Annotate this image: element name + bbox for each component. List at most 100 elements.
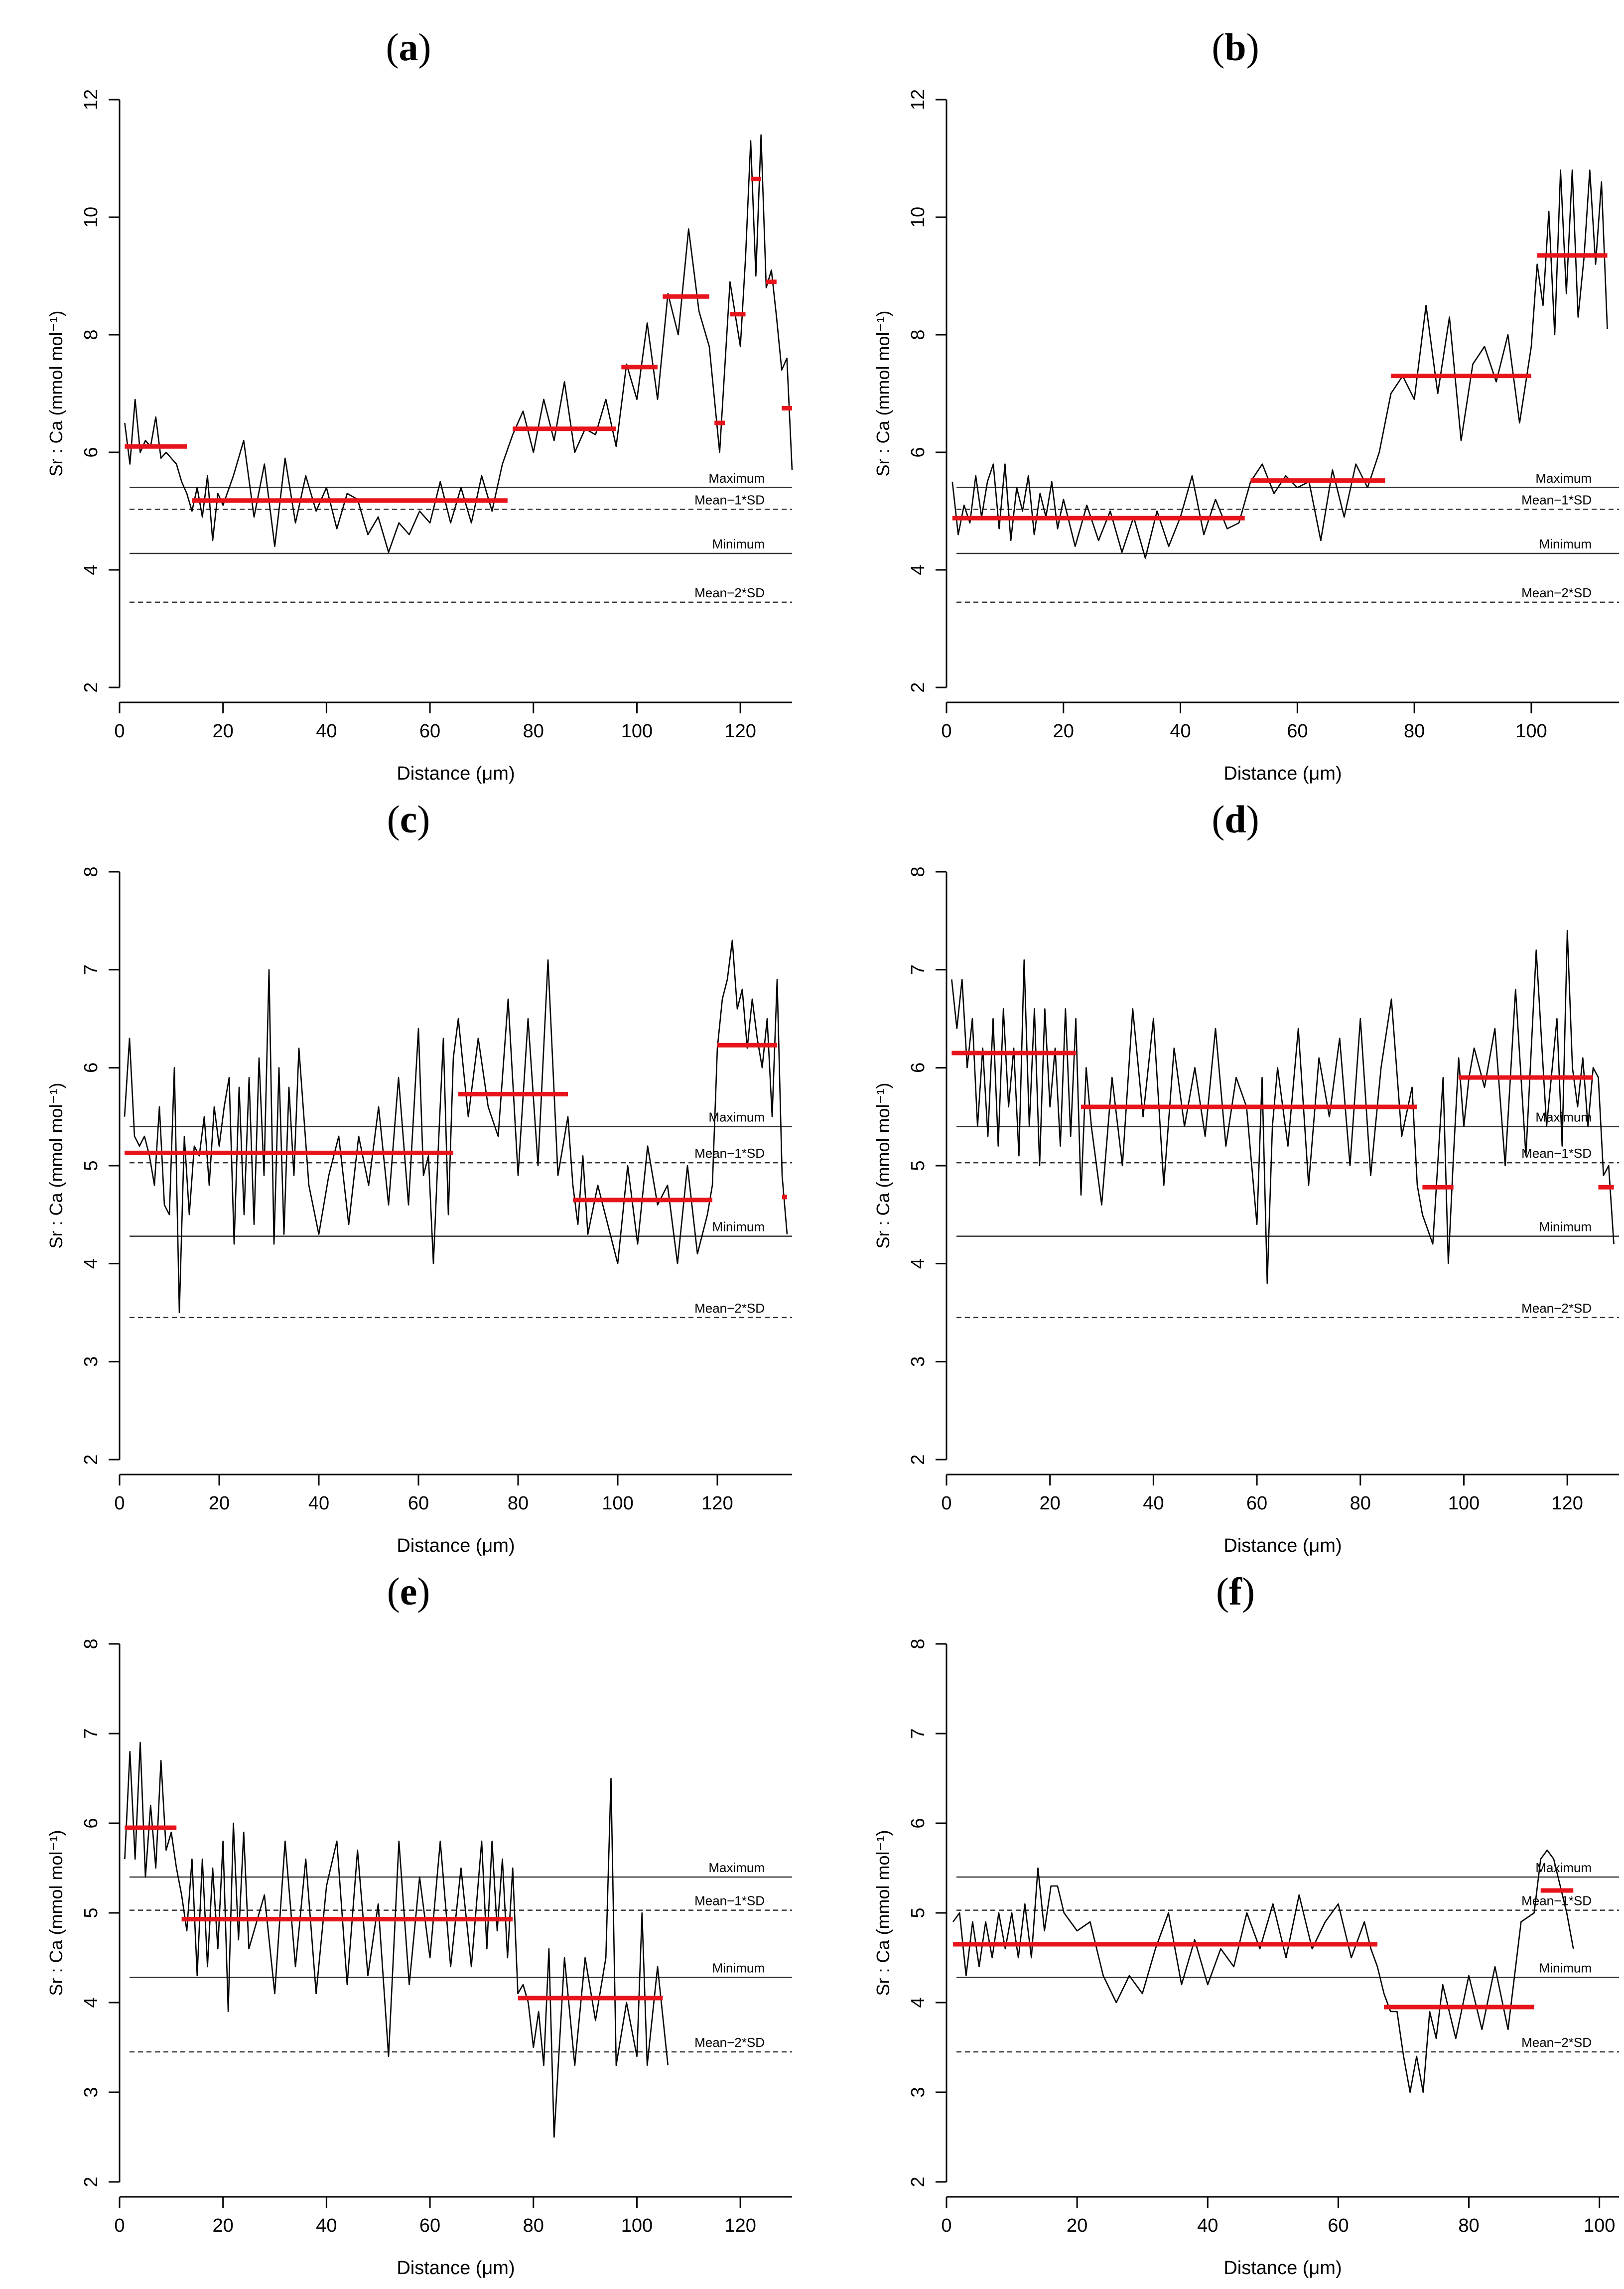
panel-label-c: (c)	[387, 798, 430, 841]
x-tick-label: 120	[701, 1493, 733, 1514]
y-tick-label: 6	[81, 447, 102, 457]
y-axis-label: Sr : Ca (mmol mol⁻¹)	[46, 1830, 66, 1996]
x-axis-label: Distance (μm)	[1223, 1535, 1342, 1556]
reference-line-label: Minimum	[1539, 1219, 1592, 1234]
x-tick-label: 40	[1197, 2215, 1218, 2236]
y-tick-label: 8	[81, 329, 102, 340]
x-tick-label: 0	[114, 721, 125, 742]
reference-line-label: Mean−2*SD	[694, 1301, 765, 1316]
panel-label-a: (a)	[386, 25, 431, 69]
y-tick-label: 4	[81, 564, 102, 575]
y-tick-label: 4	[908, 1997, 929, 2008]
x-tick-label: 60	[1287, 721, 1308, 742]
x-tick-label: 80	[1404, 721, 1425, 742]
y-tick-label: 2	[81, 2176, 102, 2187]
chart-b: 2 4 6 8 10 12 0 20 40 60 80 100 Distance (μm) Sr : Ca…	[873, 89, 1619, 784]
x-tick-label: 0	[941, 721, 951, 742]
series-line	[124, 940, 788, 1314]
x-tick-label: 20	[213, 721, 234, 742]
y-tick-label: 4	[81, 1997, 102, 2008]
y-tick-label: 5	[81, 1160, 102, 1171]
y-tick-label: 7	[81, 1728, 102, 1739]
y-axis-label: Sr : Ca (mmol mol⁻¹)	[873, 311, 893, 477]
reference-line-label: Minimum	[1539, 537, 1592, 551]
y-axis-label: Sr : Ca (mmol mol⁻¹)	[873, 1830, 893, 1996]
y-tick-label: 5	[908, 1907, 929, 1918]
x-tick-label: 20	[1053, 721, 1074, 742]
x-tick-label: 100	[602, 1493, 633, 1514]
series-line	[951, 169, 1608, 559]
y-tick-label: 6	[908, 447, 929, 457]
y-tick-label: 8	[908, 1638, 929, 1649]
x-tick-label: 80	[1350, 1493, 1371, 1514]
y-tick-label: 6	[908, 1063, 929, 1073]
x-tick-label: 60	[419, 2215, 440, 2236]
panel-label-e: (e)	[387, 1570, 430, 1613]
x-axis-label: Distance (μm)	[397, 1535, 515, 1556]
reference-line-label: Minimum	[1539, 1961, 1592, 1976]
y-axis-label: Sr : Ca (mmol mol⁻¹)	[873, 1083, 893, 1249]
y-tick-label: 10	[81, 207, 102, 228]
reference-line-label: Mean−2*SD	[694, 2035, 765, 2050]
y-tick-label: 7	[908, 964, 929, 975]
y-tick-label: 5	[908, 1160, 929, 1171]
reference-line-label: Mean−1*SD	[694, 1893, 765, 1908]
series-line	[124, 1742, 669, 2138]
y-tick-label: 2	[908, 2176, 929, 2187]
reference-line-label: Mean−2*SD	[1521, 2035, 1592, 2050]
y-tick-label: 4	[908, 1258, 929, 1269]
panel-label-f: (f)	[1216, 1570, 1255, 1613]
y-tick-label: 3	[81, 1356, 102, 1367]
y-tick-label: 4	[908, 564, 929, 575]
x-tick-label: 80	[1458, 2215, 1479, 2236]
x-tick-label: 120	[724, 2215, 756, 2236]
reference-line-label: Mean−1*SD	[1521, 1893, 1592, 1908]
reference-line-label: Minimum	[712, 537, 765, 551]
x-tick-label: 100	[621, 721, 653, 742]
x-axis-label: Distance (μm)	[1223, 763, 1342, 784]
x-tick-label: 80	[523, 2215, 544, 2236]
x-tick-label: 100	[1515, 721, 1547, 742]
reference-line-label: Mean−1*SD	[694, 1146, 765, 1161]
y-tick-label: 8	[908, 329, 929, 340]
x-axis-label: Distance (μm)	[1223, 2258, 1342, 2279]
reference-line-label: Mean−1*SD	[1521, 1146, 1592, 1161]
x-tick-label: 60	[419, 721, 440, 742]
reference-line-label: Maximum	[708, 471, 765, 486]
x-tick-label: 120	[1551, 1493, 1583, 1514]
x-tick-label: 80	[508, 1493, 529, 1514]
series-line	[124, 134, 793, 553]
y-axis-label: Sr : Ca (mmol mol⁻¹)	[46, 1083, 66, 1249]
x-tick-label: 0	[114, 1493, 125, 1514]
y-tick-label: 3	[81, 2087, 102, 2097]
reference-line-label: Mean−2*SD	[1521, 1301, 1592, 1316]
y-tick-label: 3	[908, 1356, 929, 1367]
y-tick-label: 8	[81, 1638, 102, 1649]
x-tick-label: 20	[1067, 2215, 1087, 2236]
y-tick-label: 12	[81, 89, 102, 110]
y-tick-label: 6	[81, 1818, 102, 1828]
reference-line-label: Maximum	[1535, 471, 1592, 486]
panel-label-d: (d)	[1212, 798, 1259, 841]
reference-line-label: Maximum	[708, 1860, 765, 1875]
y-tick-label: 2	[81, 682, 102, 692]
x-axis-label: Distance (μm)	[397, 2258, 515, 2279]
x-tick-label: 0	[941, 1493, 951, 1514]
reference-line-label: Mean−1*SD	[694, 492, 765, 507]
reference-line-label: Minimum	[712, 1219, 765, 1234]
reference-line-label: Mean−2*SD	[1521, 585, 1592, 600]
x-tick-label: 80	[523, 721, 544, 742]
x-tick-label: 60	[408, 1493, 429, 1514]
series-line	[952, 1849, 1574, 2093]
y-tick-label: 5	[81, 1907, 102, 1918]
reference-line-label: Mean−1*SD	[1521, 492, 1592, 507]
x-tick-label: 20	[209, 1493, 230, 1514]
y-tick-label: 2	[81, 1454, 102, 1465]
y-tick-label: 7	[908, 1728, 929, 1739]
reference-line-label: Maximum	[708, 1109, 765, 1124]
y-tick-label: 2	[908, 682, 929, 692]
